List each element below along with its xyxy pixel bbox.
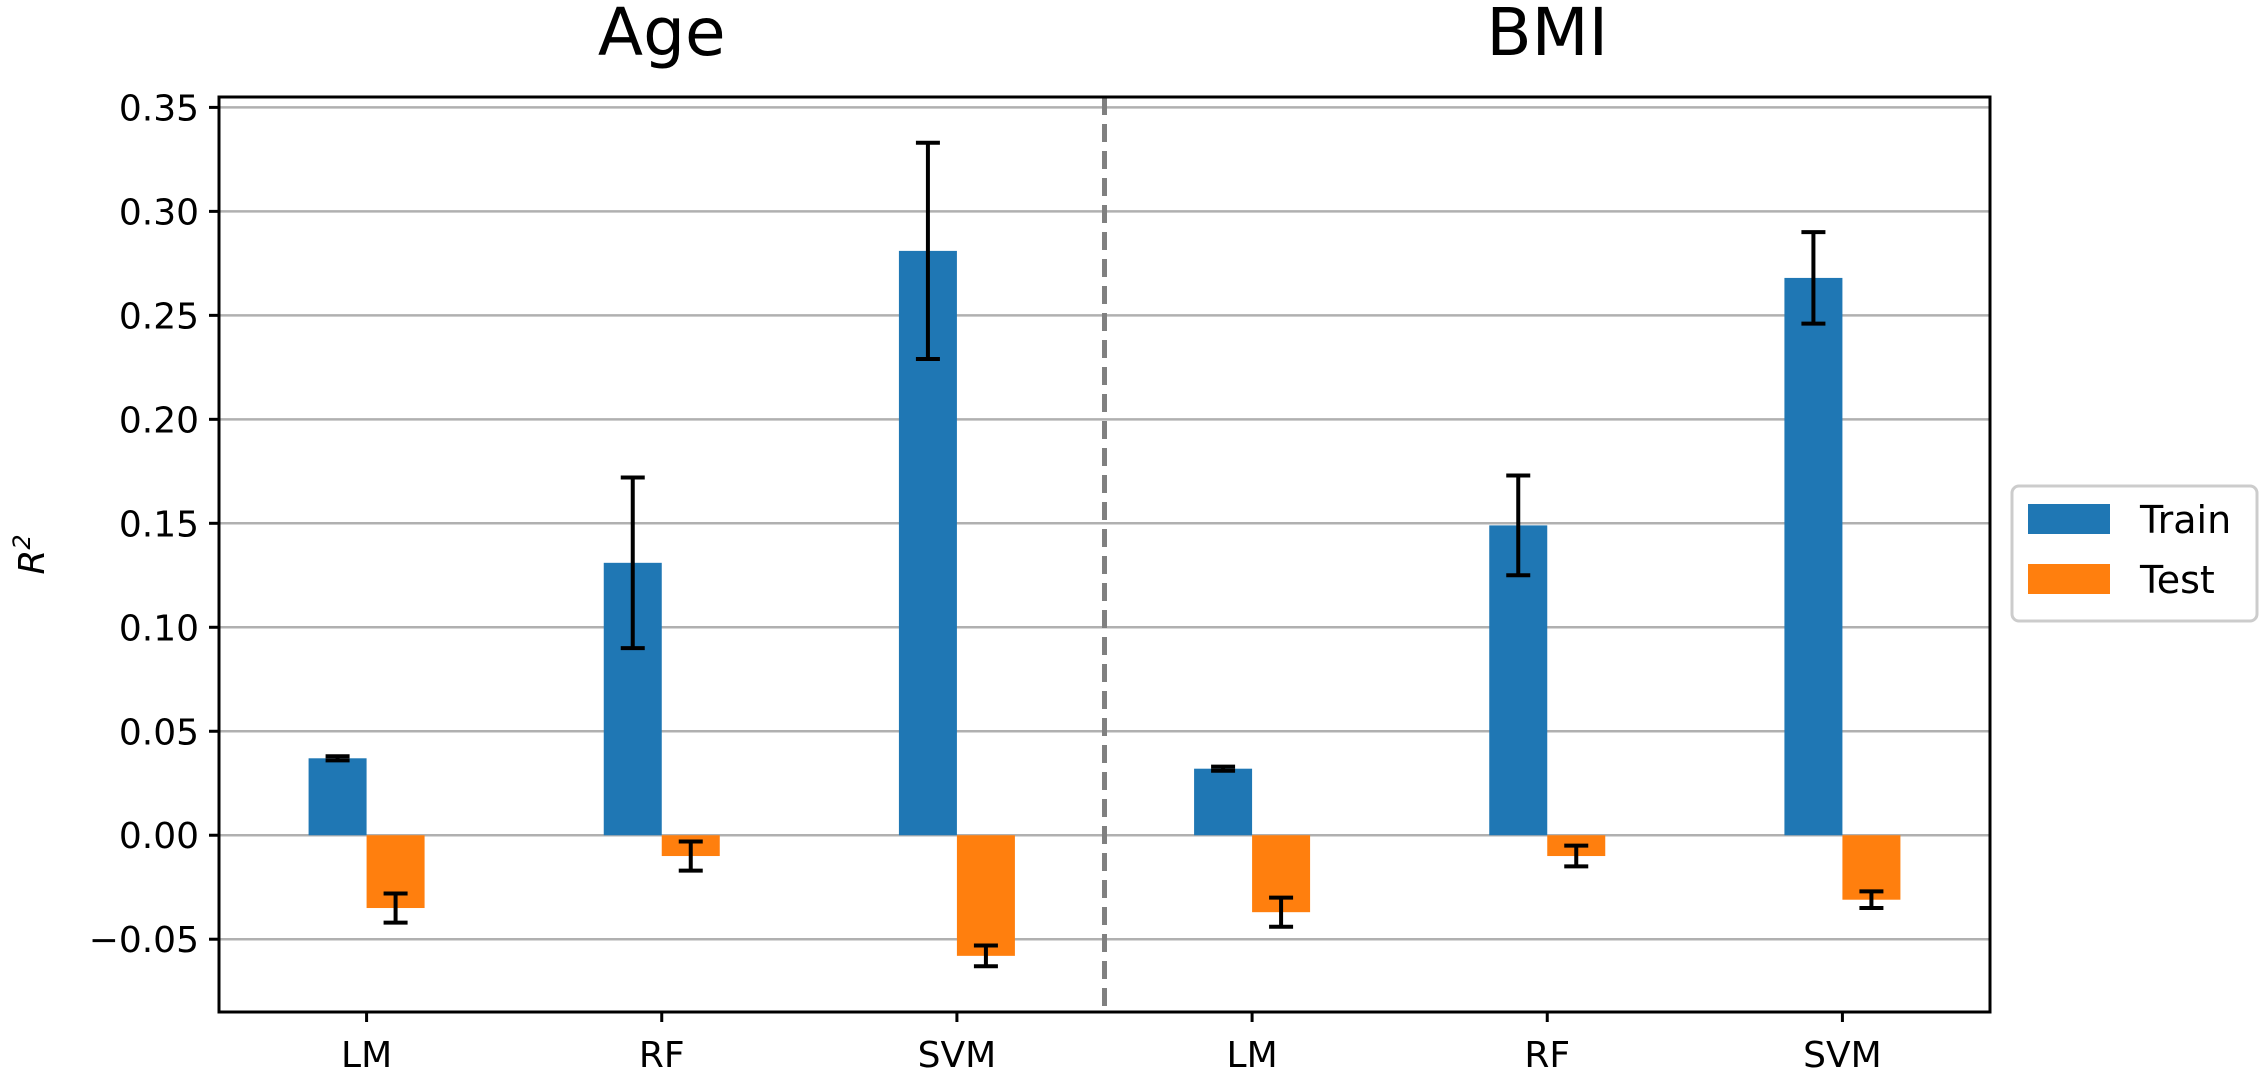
group-title-age: Age xyxy=(598,0,726,71)
legend-items: Train Test xyxy=(2028,498,2231,602)
error-bars xyxy=(325,140,1884,969)
y-tick-label-6: 0.25 xyxy=(119,296,199,337)
y-tick-label-0: −0.05 xyxy=(89,920,199,961)
y-tick-label-8: 0.35 xyxy=(119,88,199,129)
group-titles: Age BMI xyxy=(598,0,1608,71)
legend: Train Test xyxy=(2010,484,2259,623)
legend-label-test: Test xyxy=(2139,558,2215,602)
y-tick-label-1: 0.00 xyxy=(119,816,199,857)
bar-bmi-lm-train xyxy=(1194,768,1253,836)
y-tick-label-5: 0.20 xyxy=(119,400,199,441)
group-title-bmi: BMI xyxy=(1486,0,1608,71)
y-tick-label-4: 0.15 xyxy=(119,504,199,545)
y-tick-label-2: 0.05 xyxy=(119,712,199,753)
y-tick-label-3: 0.10 xyxy=(119,608,199,649)
x-tick-label-rf: RF xyxy=(639,1035,685,1074)
x-tick-label-lm: LM xyxy=(1227,1035,1278,1074)
legend-swatch-test xyxy=(2028,564,2110,594)
x-tick-label-lm: LM xyxy=(341,1035,392,1074)
bar-age-lm-train xyxy=(308,758,367,836)
axes-frame xyxy=(217,95,1992,1014)
legend-label-train: Train xyxy=(2139,498,2231,542)
bar-bmi-svm-train xyxy=(1784,277,1843,836)
bar-age-svm-test xyxy=(956,835,1015,956)
x-tick-label-rf: RF xyxy=(1524,1035,1570,1074)
y-axis-label-main: R xyxy=(12,550,53,575)
y-axis-ticks: −0.05 0.00 0.05 0.10 0.15 0.20 0.25 0.30 0.35 xyxy=(89,88,219,961)
y-tick-label-7: 0.30 xyxy=(119,192,199,233)
x-tick-label-svm: SVM xyxy=(1803,1035,1882,1074)
legend-swatch-train xyxy=(2028,504,2110,534)
bar-bmi-svm-test xyxy=(1842,835,1901,900)
x-tick-label-svm: SVM xyxy=(918,1035,997,1074)
x-axis-ticks: LM RF SVM LM RF SVM xyxy=(341,1012,1882,1074)
y-axis-label: R2 xyxy=(8,534,53,574)
y-axis-label-superscript: 2 xyxy=(8,534,36,549)
